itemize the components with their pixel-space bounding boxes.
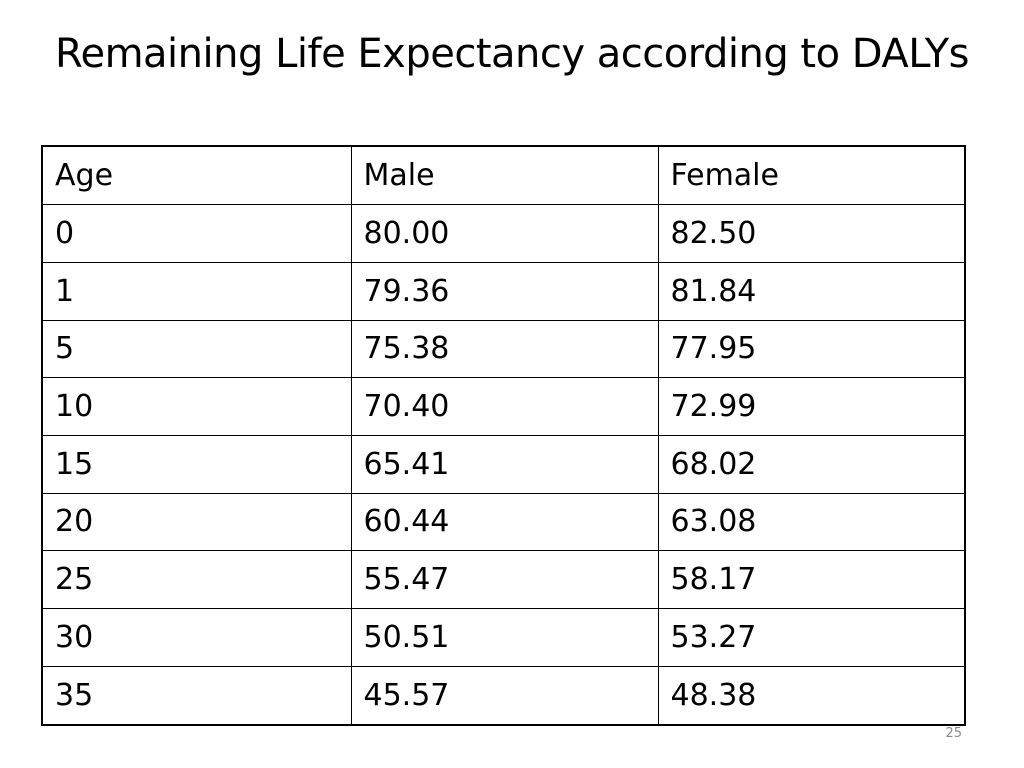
male-cell: 80.00 [350,204,659,263]
female-cell: 81.84 [657,261,964,321]
age-cell: 30 [43,608,352,667]
male-cell: 45.57 [350,665,659,724]
life-expectancy-table: Age Male Female 0 80.00 82.50 1 79.36 81… [41,145,966,726]
male-cell: 70.40 [350,377,659,436]
age-cell: 25 [43,550,352,609]
table-row: 5 75.38 77.95 [43,319,964,379]
header-female: Female [657,147,964,206]
male-cell: 65.41 [350,434,659,494]
table-row: 15 65.41 68.02 [43,434,964,494]
female-cell: 68.02 [657,434,964,494]
female-cell: 82.50 [657,204,964,263]
female-cell: 63.08 [657,492,964,552]
female-cell: 77.95 [657,319,964,379]
table-row: 10 70.40 72.99 [43,377,964,436]
slide-title: Remaining Life Expectancy according to D… [54,31,970,77]
age-cell: 0 [43,204,352,263]
header-age: Age [43,147,352,206]
table-header-row: Age Male Female [43,147,964,206]
table-row: 0 80.00 82.50 [43,204,964,263]
age-cell: 1 [43,261,352,321]
male-cell: 50.51 [350,608,659,667]
page-number: 25 [945,726,962,741]
male-cell: 75.38 [350,319,659,379]
age-cell: 35 [43,665,352,724]
table-row: 25 55.47 58.17 [43,550,964,609]
header-male: Male [350,147,659,206]
table-row: 30 50.51 53.27 [43,608,964,667]
male-cell: 60.44 [350,492,659,552]
female-cell: 48.38 [657,665,964,724]
table-row: 1 79.36 81.84 [43,261,964,321]
age-cell: 15 [43,434,352,494]
table-row: 35 45.57 48.38 [43,665,964,724]
age-cell: 10 [43,377,352,436]
male-cell: 79.36 [350,261,659,321]
female-cell: 58.17 [657,550,964,609]
table-row: 20 60.44 63.08 [43,492,964,552]
female-cell: 72.99 [657,377,964,436]
age-cell: 20 [43,492,352,552]
age-cell: 5 [43,319,352,379]
female-cell: 53.27 [657,608,964,667]
male-cell: 55.47 [350,550,659,609]
